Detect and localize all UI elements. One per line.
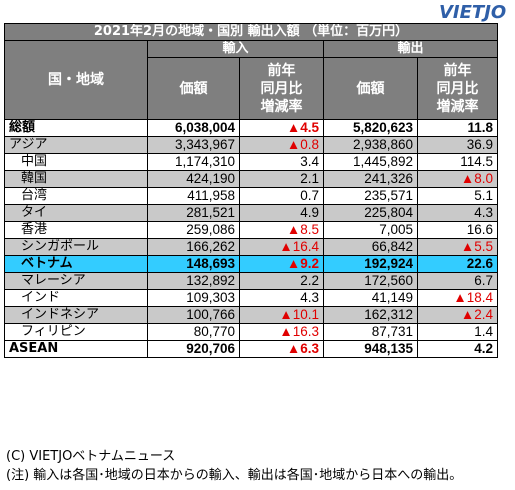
export-value-cell: 66,842 [323, 238, 418, 256]
export-value-cell: 225,804 [323, 204, 418, 222]
table-title-row: 2021年2月の地域・国別 輸出入額 （単位：百万円） [4, 23, 498, 41]
import-change-cell: 4.3 [239, 289, 324, 307]
region-header: 国・地域 [4, 40, 148, 120]
table-row: シンガポール 166,262 ▲16.4 66,842 ▲5.5 [4, 238, 498, 256]
export-change-cell: 11.8 [417, 119, 498, 137]
import-change-cell: 3.4 [239, 153, 324, 171]
import-value-header: 価額 [147, 57, 240, 120]
region-cell: シンガポール [4, 238, 148, 256]
column-header-row: 価額 前年 同月比 増減率 価額 前年 同月比 増減率 [5, 57, 498, 120]
table-row: 総額 6,038,004 ▲4.5 5,820,623 11.8 [4, 119, 498, 137]
region-cell: フィリピン [4, 323, 148, 341]
import-change-cell: 4.9 [239, 204, 324, 222]
import-value-cell: 6,038,004 [147, 119, 240, 137]
import-value-cell: 259,086 [147, 221, 240, 239]
export-header: 輸出 [323, 40, 498, 58]
import-value-cell: 1,174,310 [147, 153, 240, 171]
export-change-cell: ▲2.4 [417, 306, 498, 324]
export-change-cell: 5.1 [417, 187, 498, 205]
region-cell: インドネシア [4, 306, 148, 324]
table-row: インド 109,303 4.3 41,149 ▲18.4 [4, 289, 498, 307]
trade-table: 2021年2月の地域・国別 輸出入額 （単位：百万円） 国・地域 輸入 輸出 価… [4, 23, 498, 358]
region-cell: 台湾 [4, 187, 148, 205]
export-value-cell: 162,312 [323, 306, 418, 324]
region-cell: インド [4, 289, 148, 307]
import-value-cell: 80,770 [147, 323, 240, 341]
table-row: アジア 3,343,967 ▲0.8 2,938,860 36.9 [4, 136, 498, 154]
export-value-header: 価額 [323, 57, 418, 120]
export-value-cell: 948,135 [323, 340, 418, 358]
import-value-cell: 100,766 [147, 306, 240, 324]
import-change-cell: ▲10.1 [239, 306, 324, 324]
footnote: (注) 輸入は各国･地域の日本からの輸入、輸出は各国･地域から日本への輸出。 [6, 468, 463, 483]
table-row: 中国 1,174,310 3.4 1,445,892 114.5 [4, 153, 498, 171]
import-value-cell: 920,706 [147, 340, 240, 358]
import-change-cell: ▲0.8 [239, 136, 324, 154]
region-cell: 中国 [4, 153, 148, 171]
region-cell: 総額 [4, 119, 148, 137]
group-header-row: 国・地域 輸入 輸出 [4, 40, 498, 120]
import-value-cell: 3,343,967 [147, 136, 240, 154]
table-row: 台湾 411,958 0.7 235,571 5.1 [4, 187, 498, 205]
region-cell: タイ [4, 204, 148, 222]
import-change-cell: 0.7 [239, 187, 324, 205]
region-cell: アジア [4, 136, 148, 154]
export-value-cell: 7,005 [323, 221, 418, 239]
import-value-cell: 132,892 [147, 272, 240, 290]
export-change-cell: 16.6 [417, 221, 498, 239]
table-row: インドネシア 100,766 ▲10.1 162,312 ▲2.4 [4, 306, 498, 324]
export-change-cell: 114.5 [417, 153, 498, 171]
import-change-cell: ▲9.2 [239, 255, 324, 273]
import-change-cell: 2.2 [239, 272, 324, 290]
table-row: ASEAN 920,706 ▲6.3 948,135 4.2 [4, 340, 498, 358]
region-cell: ベトナム [4, 255, 148, 273]
export-value-cell: 235,571 [323, 187, 418, 205]
region-cell: 香港 [4, 221, 148, 239]
import-change-cell: ▲6.3 [239, 340, 324, 358]
import-value-cell: 166,262 [147, 238, 240, 256]
export-change-cell: 4.3 [417, 204, 498, 222]
export-value-cell: 1,445,892 [323, 153, 418, 171]
import-change-header: 前年 同月比 増減率 [239, 57, 324, 120]
export-value-cell: 172,560 [323, 272, 418, 290]
export-change-cell: 22.6 [417, 255, 498, 273]
export-change-header: 前年 同月比 増減率 [417, 57, 498, 120]
import-value-cell: 109,303 [147, 289, 240, 307]
region-cell: ASEAN [4, 340, 148, 358]
export-change-cell: 4.2 [417, 340, 498, 358]
export-change-cell: ▲18.4 [417, 289, 498, 307]
import-change-cell: ▲16.4 [239, 238, 324, 256]
import-value-cell: 281,521 [147, 204, 240, 222]
export-value-cell: 2,938,860 [323, 136, 418, 154]
table-row: フィリピン 80,770 ▲16.3 87,731 1.4 [4, 323, 498, 341]
table-title: 2021年2月の地域・国別 輸出入額 （単位：百万円） [4, 23, 498, 41]
table-row: マレーシア 132,892 2.2 172,560 6.7 [4, 272, 498, 290]
export-change-cell: 6.7 [417, 272, 498, 290]
import-value-cell: 411,958 [147, 187, 240, 205]
import-change-cell: ▲8.5 [239, 221, 324, 239]
export-value-cell: 192,924 [323, 255, 418, 273]
import-change-cell: ▲16.3 [239, 323, 324, 341]
import-value-cell: 424,190 [147, 170, 240, 188]
export-value-cell: 5,820,623 [323, 119, 418, 137]
region-cell: 韓国 [4, 170, 148, 188]
import-value-cell: 148,693 [147, 255, 240, 273]
import-change-cell: 2.1 [239, 170, 324, 188]
import-change-cell: ▲4.5 [239, 119, 324, 137]
export-change-cell: ▲8.0 [417, 170, 498, 188]
export-change-cell: 36.9 [417, 136, 498, 154]
vietjo-logo: VIETJO [439, 2, 507, 23]
export-value-cell: 87,731 [323, 323, 418, 341]
table-row: ベトナム 148,693 ▲9.2 192,924 22.6 [4, 255, 498, 273]
export-value-cell: 41,149 [323, 289, 418, 307]
table-row: タイ 281,521 4.9 225,804 4.3 [4, 204, 498, 222]
export-change-cell: ▲5.5 [417, 238, 498, 256]
credit-note: (C) VIETJOベトナムニュース [6, 449, 176, 464]
export-value-cell: 241,326 [323, 170, 418, 188]
export-change-cell: 1.4 [417, 323, 498, 341]
table-row: 香港 259,086 ▲8.5 7,005 16.6 [4, 221, 498, 239]
import-header: 輸入 [147, 40, 324, 58]
region-cell: マレーシア [4, 272, 148, 290]
table-row: 韓国 424,190 2.1 241,326 ▲8.0 [4, 170, 498, 188]
